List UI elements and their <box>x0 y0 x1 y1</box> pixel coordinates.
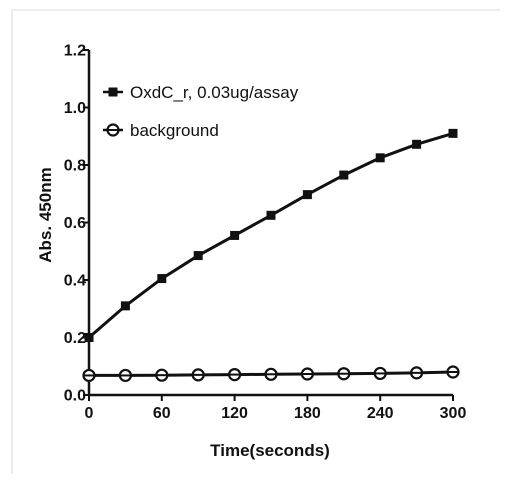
data-point-square <box>375 153 385 163</box>
data-point-square <box>266 210 276 220</box>
x-axis-title: Time(seconds) <box>210 441 330 460</box>
series-line <box>88 131 454 339</box>
series-layer <box>82 128 460 383</box>
data-point-square <box>157 274 167 284</box>
x-axis: 0 60 120 180 240 300 <box>85 393 467 422</box>
y-tick-label: 0.8 <box>64 158 86 175</box>
data-point-square <box>84 333 94 342</box>
x-tick-label: 120 <box>221 405 248 422</box>
legend-item-oxdc: OxdC_r, 0.03ug/assay <box>103 83 299 102</box>
legend: OxdC_r, 0.03ug/assay background <box>103 83 299 140</box>
legend-label-oxdc: OxdC_r, 0.03ug/assay <box>130 83 299 102</box>
y-tick-label: 0.0 <box>64 388 86 405</box>
x-tick-label: 300 <box>440 405 467 422</box>
y-tick-label: 1.2 <box>64 43 86 60</box>
plot-area: 0.0 0.2 0.4 0.6 0.8 1.0 1.2 0 60 120 180 240 300 <box>64 43 467 423</box>
y-axis-title: Abs. 450nm <box>36 167 55 262</box>
x-tick-label: 240 <box>367 405 394 422</box>
x-tick-label: 60 <box>153 405 171 422</box>
y-tick-label: 1.0 <box>64 100 86 117</box>
data-point-square <box>412 139 422 149</box>
series-oxdc <box>84 128 458 342</box>
data-point-square <box>230 230 240 240</box>
data-point-square <box>339 170 349 180</box>
y-tick-label: 0.6 <box>64 215 86 232</box>
legend-label-background: background <box>130 121 219 140</box>
y-tick-label: 0.2 <box>64 330 86 347</box>
data-point-square <box>120 301 130 311</box>
data-point-square <box>302 190 312 200</box>
x-tick-label: 0 <box>85 405 94 422</box>
series-background <box>82 365 460 383</box>
legend-item-background: background <box>103 121 219 140</box>
x-tick-label: 180 <box>294 405 321 422</box>
data-point-square <box>193 251 203 261</box>
data-point-square <box>448 128 458 138</box>
y-tick-label: 0.4 <box>64 273 86 290</box>
legend-square-marker-icon <box>108 87 118 97</box>
y-axis: 0.0 0.2 0.4 0.6 0.8 1.0 1.2 <box>64 43 91 405</box>
